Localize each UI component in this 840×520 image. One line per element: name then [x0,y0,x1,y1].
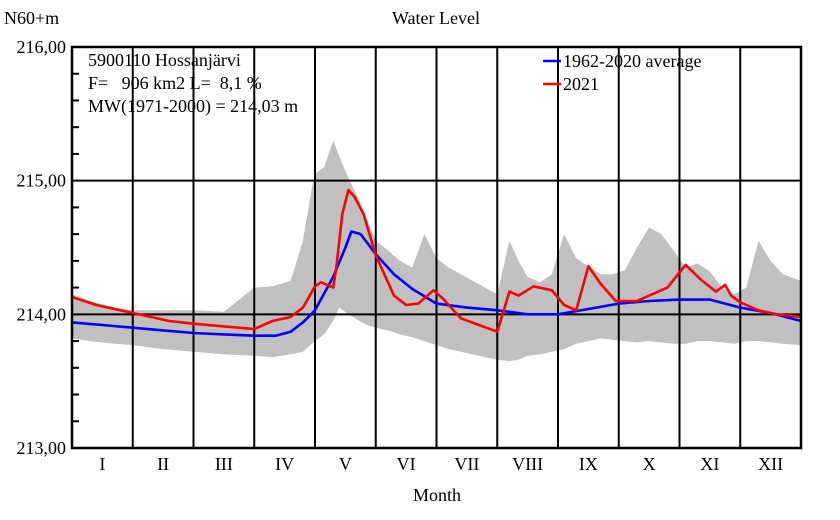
legend-2021-label: 2021 [563,74,599,94]
series-layer [71,188,802,338]
x-tick-label: II [157,454,169,474]
frame-layer [70,45,803,450]
x-tick-label: VIII [512,454,543,474]
x-axis-label: Month [413,485,461,505]
x-tick-label: III [215,454,233,474]
y-axis-label: N60+m [4,8,59,28]
year-2021-series-line [71,188,802,334]
x-tick-label: I [99,454,105,474]
x-tick-label: VII [454,454,479,474]
chart-title: Water Level [392,8,480,28]
x-tick-label: VI [397,454,416,474]
y-tick-label: 216,00 [17,37,67,57]
catchment-info: F= 906 km2 L= 8,1 % [88,73,262,93]
x-tick-label: IV [275,454,294,474]
x-tick-label: V [339,454,352,474]
x-tick-label: XII [758,454,783,474]
y-tick-label: 215,00 [17,171,67,191]
x-tick-label: XI [700,454,719,474]
plot-frame [70,45,803,450]
x-tick-label: IX [579,454,598,474]
station-info: 5900110 Hossanjärvi F= 906 km2 L= 8,1 % … [88,50,298,117]
y-tick-labels: 213,00 214,00 215,00 216,00 [17,37,67,458]
x-tick-labels: I II III IV V VI VII VIII IX X XI XII [99,454,783,474]
y-tick-label: 214,00 [17,304,67,324]
x-tick-label: X [643,454,656,474]
mean-water-level: MW(1971-2000) = 214,03 m [88,96,298,117]
y-tick-label: 213,00 [17,438,67,458]
grid-layer [72,47,801,448]
legend-average-label: 1962-2020 average [563,51,701,71]
station-name: 5900110 Hossanjärvi [88,50,241,70]
legend: 1962-2020 average 2021 [543,51,701,94]
